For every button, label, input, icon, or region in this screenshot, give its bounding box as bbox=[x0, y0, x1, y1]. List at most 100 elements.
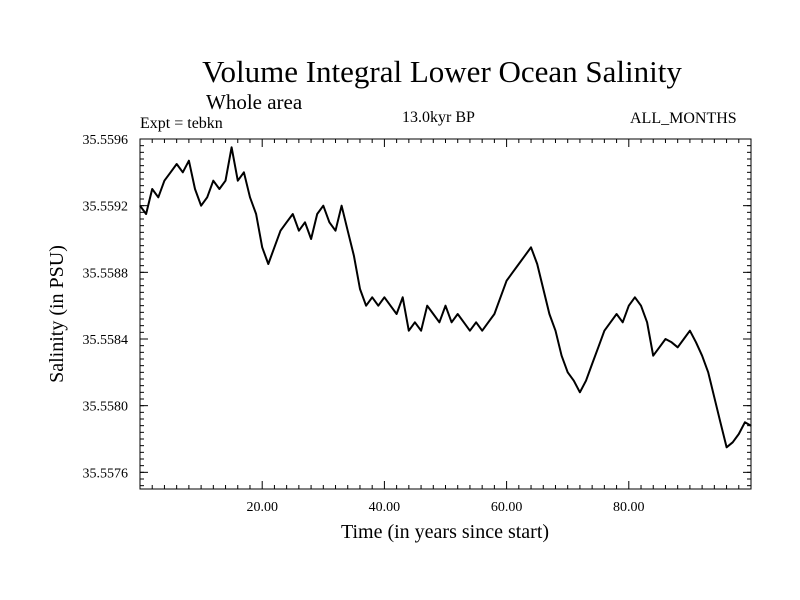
data-point bbox=[420, 330, 422, 332]
y-tick-label: 35.5584 bbox=[83, 333, 129, 348]
data-point bbox=[334, 230, 337, 232]
y-tick-label: 35.5592 bbox=[83, 200, 129, 215]
data-point bbox=[719, 421, 722, 423]
data-point bbox=[402, 296, 404, 298]
data-point bbox=[628, 305, 630, 307]
data-point bbox=[536, 263, 538, 265]
data-point bbox=[145, 213, 147, 215]
data-point bbox=[506, 280, 508, 282]
data-point bbox=[279, 230, 282, 232]
data-point bbox=[365, 305, 367, 307]
data-point bbox=[408, 330, 410, 332]
data-point bbox=[444, 305, 447, 307]
data-point bbox=[298, 230, 300, 232]
data-point bbox=[414, 321, 416, 323]
x-tick-label: 40.00 bbox=[369, 500, 401, 515]
data-point bbox=[212, 180, 214, 182]
data-point bbox=[218, 188, 220, 190]
data-point bbox=[383, 296, 385, 298]
data-point bbox=[304, 221, 306, 223]
plot-area-frame bbox=[139, 138, 752, 490]
data-point bbox=[432, 313, 434, 315]
data-point bbox=[732, 441, 734, 443]
data-point bbox=[170, 171, 172, 173]
data-point bbox=[457, 313, 459, 315]
series-line-salinity bbox=[139, 146, 752, 449]
y-tick-label: 35.5580 bbox=[83, 400, 129, 415]
data-point bbox=[689, 330, 691, 332]
data-point bbox=[548, 313, 551, 315]
data-point bbox=[176, 163, 178, 165]
data-point bbox=[616, 313, 618, 315]
data-point bbox=[481, 330, 483, 332]
data-point bbox=[652, 355, 654, 357]
data-point bbox=[206, 196, 208, 198]
data-point bbox=[530, 246, 532, 248]
data-point bbox=[524, 255, 526, 257]
data-point bbox=[469, 330, 471, 332]
data-point bbox=[255, 213, 257, 215]
x-tick-label: 80.00 bbox=[613, 500, 645, 515]
y-tick-label: 35.5588 bbox=[83, 266, 129, 281]
data-point bbox=[591, 363, 593, 365]
data-point bbox=[224, 180, 227, 182]
data-point bbox=[249, 196, 251, 198]
data-point bbox=[371, 296, 373, 298]
chart-title: Volume Integral Lower Ocean Salinity bbox=[202, 54, 682, 89]
data-point bbox=[713, 396, 715, 398]
data-point bbox=[664, 338, 667, 340]
chart-subtitle: Whole area bbox=[206, 90, 303, 114]
y-axis-label: Salinity (in PSU) bbox=[46, 245, 68, 383]
data-point bbox=[438, 321, 440, 323]
experiment-label: Expt = tebkn bbox=[140, 115, 223, 132]
data-point bbox=[188, 160, 190, 162]
data-point bbox=[194, 188, 196, 190]
data-point bbox=[322, 205, 324, 207]
data-point bbox=[267, 263, 269, 265]
data-point bbox=[475, 321, 477, 323]
data-point bbox=[707, 371, 709, 373]
data-point bbox=[493, 313, 495, 315]
data-point bbox=[151, 188, 153, 190]
data-point bbox=[139, 205, 141, 207]
y-tick-label: 35.5596 bbox=[83, 133, 129, 148]
data-point bbox=[377, 305, 379, 307]
data-point bbox=[640, 305, 642, 307]
data-point bbox=[658, 346, 661, 348]
data-point bbox=[726, 446, 728, 448]
data-point bbox=[237, 180, 239, 182]
series-layer bbox=[139, 146, 752, 449]
data-point bbox=[347, 230, 349, 232]
data-point bbox=[744, 421, 746, 423]
period-label: 13.0kyr BP bbox=[402, 109, 475, 126]
data-point bbox=[341, 205, 343, 207]
data-point bbox=[463, 321, 465, 323]
data-point bbox=[273, 246, 275, 248]
data-point bbox=[597, 346, 599, 348]
data-point bbox=[359, 288, 361, 290]
data-point bbox=[542, 288, 544, 290]
data-point bbox=[671, 341, 673, 343]
data-point bbox=[243, 171, 245, 173]
y-tick-label: 35.5576 bbox=[83, 466, 129, 481]
data-point bbox=[701, 355, 703, 357]
months-label: ALL_MONTHS bbox=[630, 110, 737, 127]
data-point bbox=[683, 338, 685, 340]
data-point bbox=[579, 391, 581, 393]
data-point bbox=[200, 205, 202, 207]
data-point bbox=[451, 321, 453, 323]
data-point bbox=[487, 321, 489, 323]
data-point bbox=[561, 355, 563, 357]
data-point bbox=[182, 171, 184, 173]
data-point bbox=[567, 371, 569, 373]
data-point bbox=[677, 346, 679, 348]
data-point bbox=[396, 313, 398, 315]
data-point bbox=[499, 296, 502, 298]
data-point bbox=[585, 380, 587, 382]
x-axis-ticks: 20.00 40.00 60.00 80.00 bbox=[139, 139, 752, 515]
x-tick-label: 60.00 bbox=[491, 500, 523, 515]
data-point bbox=[389, 305, 392, 307]
data-point bbox=[261, 246, 263, 248]
data-point bbox=[163, 180, 165, 182]
